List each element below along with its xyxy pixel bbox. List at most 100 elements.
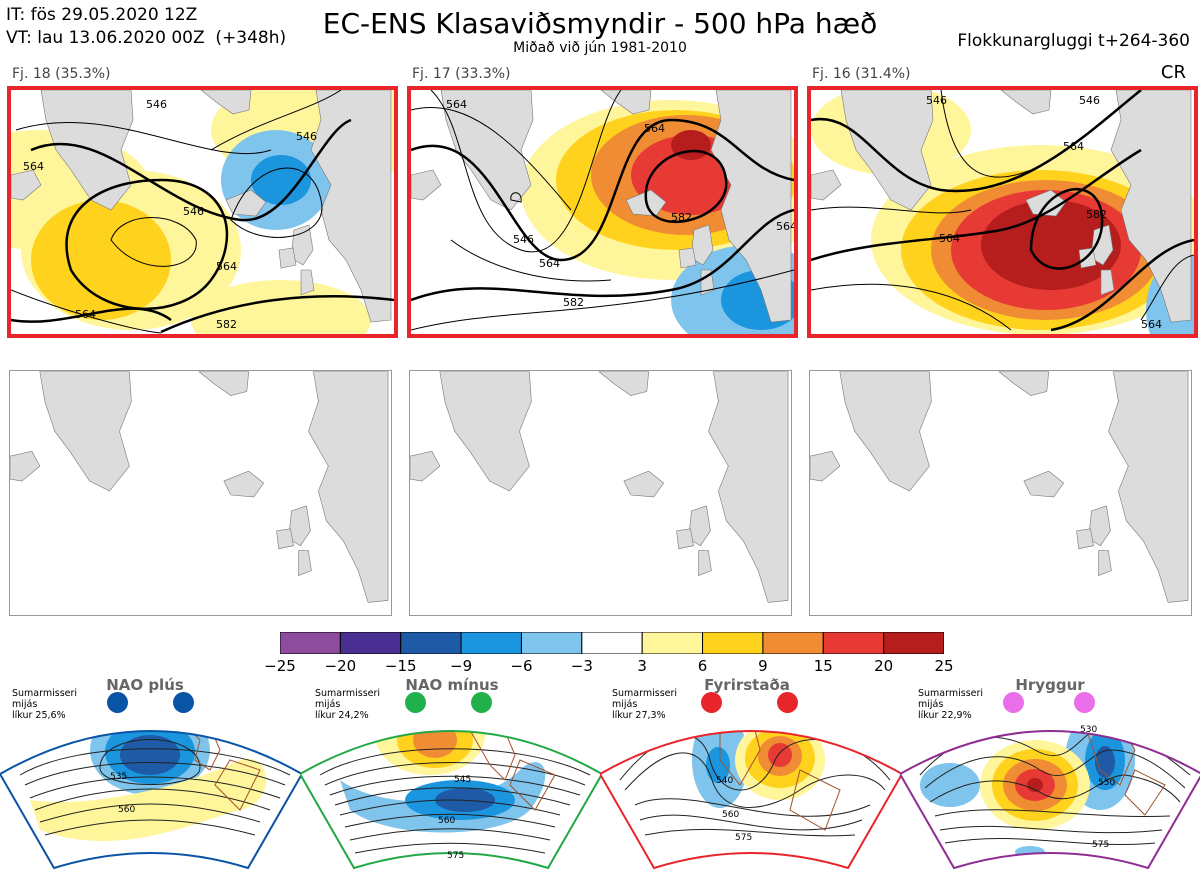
empty-map-2 <box>409 370 792 616</box>
probability-text: líkur 22,9% <box>918 710 972 721</box>
contour-label: 535 <box>110 772 127 782</box>
contour-label: 564 <box>1063 140 1084 153</box>
contour-label: 582 <box>563 296 584 309</box>
contour-label: 540 <box>716 776 733 786</box>
colorbar-swatch <box>460 632 522 654</box>
contour-label: 546 <box>146 98 167 111</box>
contour-label: 564 <box>23 160 44 173</box>
contour-label: 575 <box>1092 840 1109 850</box>
contour-label: 582 <box>216 318 237 331</box>
pattern-map-nao-minus[interactable]: 545 560 575 <box>300 690 602 871</box>
colorbar-swatch <box>280 632 341 654</box>
contour-label: 546 <box>296 130 317 143</box>
pattern-dot <box>1074 692 1095 713</box>
pattern-info-1: Sumarmisseri mijás líkur 25,6% <box>12 688 77 721</box>
colorbar-tick-label: −15 <box>384 657 417 675</box>
pattern-title-nao-plus: NAO plús <box>106 676 184 694</box>
cr-label: CR <box>1160 62 1186 83</box>
colorbar-swatch <box>702 632 764 654</box>
cluster-map-1[interactable]: 546 546 564 546 564 564 582 <box>7 86 398 338</box>
pattern-dot <box>405 692 426 713</box>
colorbar-tick-label: −25 <box>264 657 296 675</box>
contour-label: 546 <box>513 233 534 246</box>
colorbar-tick-label: 15 <box>813 657 833 675</box>
cluster-label-3: Fj. 16 (31.4%) <box>812 66 911 82</box>
pattern-info-4: Sumarmisseri mijás líkur 22,9% <box>918 688 983 721</box>
pattern-dot <box>1003 692 1024 713</box>
contour-label: 564 <box>776 220 797 233</box>
colorbar-swatch <box>339 632 402 654</box>
pattern-dot <box>471 692 492 713</box>
pattern-dot <box>777 692 798 713</box>
probability-text: líkur 24,2% <box>315 710 369 721</box>
contour-label: 564 <box>539 257 560 270</box>
contour-label: 546 <box>1079 94 1100 107</box>
pattern-map-blocking[interactable]: 540 560 575 <box>600 690 902 871</box>
valid-time: VT: lau 13.06.2020 00Z (+348h) <box>6 28 287 48</box>
header-times: IT: fös 29.05.2020 12Z VT: lau 13.06.202… <box>6 4 286 50</box>
cluster-label-2: Fj. 17 (33.3%) <box>412 66 511 82</box>
season-text: Sumarmisseri <box>612 688 678 699</box>
pattern-dot <box>701 692 722 713</box>
contour-label: 560 <box>722 810 739 820</box>
colorbar-swatch <box>641 632 704 654</box>
contour-label: 560 <box>438 816 455 826</box>
contour-label: 564 <box>216 260 237 273</box>
contour-label: 564 <box>644 122 665 135</box>
colorbar-swatch <box>581 632 643 654</box>
contour-label: 575 <box>735 833 752 843</box>
contour-label: 546 <box>926 94 947 107</box>
season-text: Sumarmisseri <box>918 688 984 699</box>
pattern-map-ridge[interactable]: 530 550 575 <box>900 690 1200 871</box>
cluster-label-1: Fj. 18 (35.3%) <box>12 66 111 82</box>
season-text: Sumarmisseri <box>12 688 78 699</box>
mid-text: mijás <box>612 699 638 710</box>
contour-label: 560 <box>118 805 135 815</box>
colorbar-tick-label: −6 <box>510 657 533 675</box>
contour-label: 564 <box>939 232 960 245</box>
pattern-dot <box>107 692 128 713</box>
empty-map-1 <box>9 370 392 616</box>
pattern-map-nao-plus[interactable]: 535 560 <box>0 690 302 871</box>
mid-text: mijás <box>918 699 944 710</box>
colorbar-swatch <box>883 632 944 654</box>
contour-label: 582 <box>671 211 692 224</box>
colorbar-tick-label: 6 <box>697 657 708 675</box>
pattern-info-2: Sumarmisseri mijás líkur 24,2% <box>315 688 380 721</box>
colorbar-tick-label: −9 <box>450 657 473 675</box>
colorbar-tick-label: −3 <box>570 657 593 675</box>
contour-label: 564 <box>446 98 467 111</box>
colorbar-swatch <box>762 632 824 654</box>
mid-text: mijás <box>315 699 341 710</box>
page-title: EC-ENS Klasaviðsmyndir - 500 hPa hæð <box>322 7 878 40</box>
mid-text: mijás <box>12 699 38 710</box>
contour-label: 564 <box>75 308 96 321</box>
probability-text: líkur 25,6% <box>12 710 66 721</box>
probability-text: líkur 27,3% <box>612 710 666 721</box>
contour-label: 582 <box>1086 208 1107 221</box>
pattern-frame <box>900 730 1200 870</box>
colorbar-tick-label: 3 <box>637 657 647 675</box>
pattern-title-ridge: Hryggur <box>1015 676 1085 694</box>
colorbar-tick-label: 20 <box>874 657 894 675</box>
contour-label: 575 <box>447 851 464 861</box>
colorbar-tick-label: 25 <box>934 657 954 675</box>
contour-label: 546 <box>183 205 204 218</box>
contour-label: 564 <box>1141 318 1162 331</box>
empty-map-3 <box>809 370 1192 616</box>
colorbar-tick-label: −20 <box>324 657 357 675</box>
pattern-info-3: Sumarmisseri mijás líkur 27,3% <box>612 688 677 721</box>
cluster-window: Flokkunargluggi t+264-360 <box>957 31 1190 51</box>
contour-label: 530 <box>1080 725 1097 735</box>
colorbar-swatch <box>520 632 583 654</box>
cluster-map-3[interactable]: 546 564 582 564 546 564 <box>807 86 1198 338</box>
contour-label: 550 <box>1098 778 1115 788</box>
colorbar-tick-label: 9 <box>758 657 768 675</box>
contour-label: 545 <box>454 775 471 785</box>
issue-time: IT: fös 29.05.2020 12Z <box>6 5 198 25</box>
pattern-title-blocking: Fyrirstaða <box>704 676 790 694</box>
cluster-map-2[interactable]: 564 564 582 546 564 582 564 <box>407 86 798 338</box>
season-text: Sumarmisseri <box>315 688 381 699</box>
page-subtitle: Miðað við jún 1981-2010 <box>513 40 687 56</box>
pattern-title-nao-minus: NAO mínus <box>405 676 499 694</box>
